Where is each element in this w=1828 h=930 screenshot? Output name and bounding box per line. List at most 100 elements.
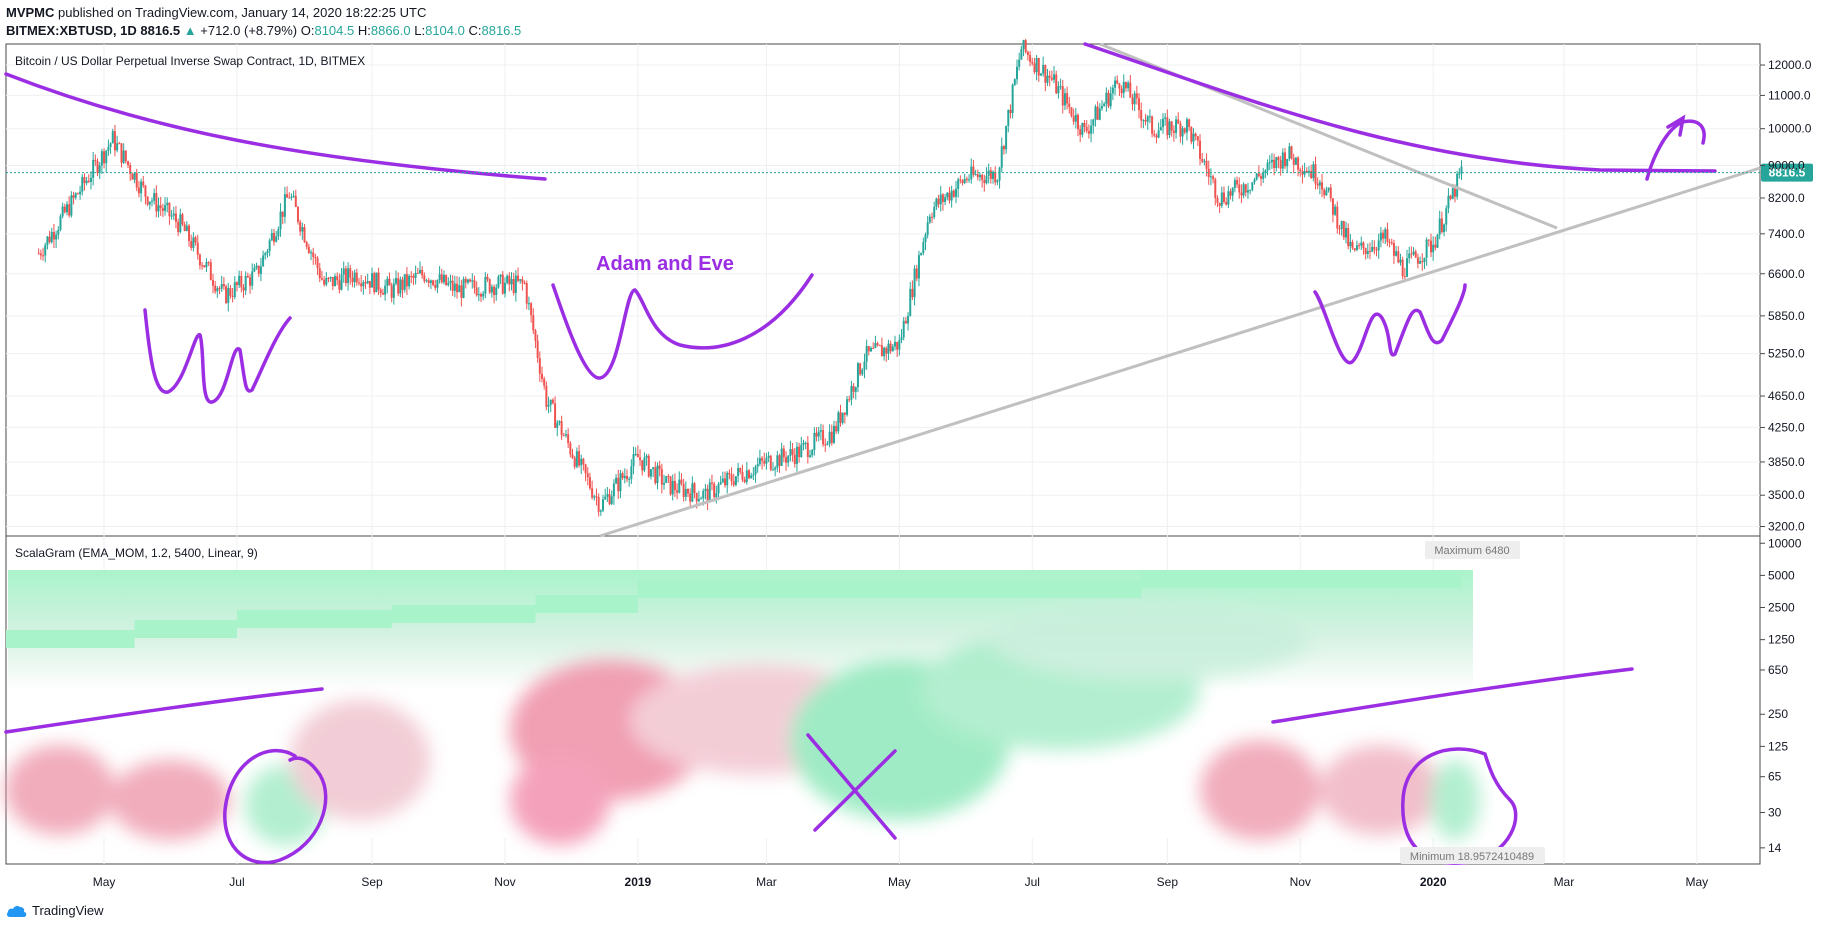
candle-body	[673, 480, 676, 491]
candle-body	[660, 468, 663, 485]
candle-body	[1194, 133, 1197, 137]
candle-body	[1044, 65, 1047, 83]
annotation-label[interactable]: Adam and Eve	[596, 253, 734, 275]
candle-body	[1212, 176, 1215, 180]
high-label: H:	[357, 23, 371, 38]
drawn-arrow-head[interactable]	[1666, 114, 1686, 137]
candle-body	[813, 432, 816, 451]
candle-body	[438, 274, 441, 281]
publisher-name[interactable]: MVPMC	[6, 5, 55, 20]
candle-body	[1129, 82, 1132, 98]
high-value: 8866.0	[370, 23, 411, 38]
drawn-w-right[interactable]	[1313, 283, 1467, 365]
candle-body	[249, 277, 252, 286]
candle-body	[680, 479, 683, 484]
drawn-arc-right[interactable]	[1083, 42, 1717, 173]
candle-body	[621, 473, 624, 479]
candle-body	[1090, 125, 1093, 134]
indicator-tick-label: 2500	[1768, 601, 1795, 615]
tradingview-logo[interactable]: TradingView	[6, 903, 104, 918]
candle-body	[996, 180, 999, 183]
candle-body	[1070, 107, 1073, 117]
candle-body	[50, 231, 53, 243]
drawn-x-stroke-2[interactable]	[813, 749, 897, 832]
candle-body	[153, 193, 156, 201]
candle-body	[129, 164, 132, 175]
candle-body	[896, 341, 899, 350]
candle-body	[105, 150, 108, 164]
candle-body	[1033, 63, 1036, 73]
candle-body	[425, 280, 428, 282]
candle-body	[312, 252, 315, 257]
candle-body	[116, 143, 119, 151]
price-tick-label: 4650.0	[1768, 389, 1805, 403]
annotation-drawings[interactable]	[4, 42, 1717, 404]
candle-body	[1183, 128, 1186, 133]
candle-body	[1257, 173, 1260, 177]
candle-body	[334, 276, 337, 287]
candle-body	[695, 493, 698, 502]
candle-body	[1222, 192, 1225, 202]
candle-body	[142, 181, 145, 186]
x-tick-label: May	[888, 875, 911, 889]
candle-body	[255, 265, 258, 268]
candle-body	[1020, 49, 1023, 60]
candle-body	[1373, 246, 1376, 250]
candle-body	[848, 399, 851, 401]
candle-body	[671, 480, 674, 495]
drawn-circle-left[interactable]	[223, 748, 328, 865]
candle-body	[1434, 244, 1437, 248]
candle-body	[1236, 180, 1239, 185]
candle-body	[111, 131, 114, 144]
candle-body	[1185, 119, 1188, 133]
candle-body	[1205, 160, 1208, 169]
candle-body	[1408, 253, 1411, 259]
candle-body	[159, 205, 162, 209]
candle-body	[567, 434, 570, 444]
candle-body	[477, 294, 480, 296]
drawn-w-left[interactable]	[143, 308, 292, 404]
candle-body	[246, 275, 249, 278]
drawn-adam-eve[interactable]	[551, 273, 814, 380]
candle-body	[935, 198, 938, 207]
candle-body	[81, 177, 84, 192]
candle-body	[1325, 190, 1328, 196]
candle-body	[859, 363, 862, 375]
candle-body	[408, 275, 411, 287]
candle-body	[1233, 180, 1236, 188]
candle-body	[473, 280, 476, 288]
symbol-label[interactable]: BITMEX:XBTUSD, 1D	[6, 23, 137, 38]
candle-body	[127, 161, 130, 165]
candle-body	[174, 213, 177, 222]
candle-body	[1061, 86, 1064, 106]
candle-body	[776, 455, 779, 468]
x-tick-label: Jul	[1025, 875, 1040, 889]
candle-body	[663, 482, 666, 485]
candle-body	[63, 206, 66, 213]
drawn-arc-left[interactable]	[4, 72, 547, 181]
candle-body	[915, 268, 918, 279]
candle-body	[1196, 136, 1199, 141]
candle-body	[512, 279, 515, 294]
horizontal-gridlines	[6, 64, 1760, 528]
candle-body	[1016, 66, 1019, 80]
candle-body	[399, 279, 402, 294]
candle-body	[61, 206, 64, 217]
drawn-line-left[interactable]	[4, 687, 324, 734]
candle-body	[1155, 135, 1158, 138]
candle-body	[519, 279, 522, 281]
candle-body	[499, 274, 502, 277]
drawn-line-right[interactable]	[1271, 667, 1634, 724]
drawn-x-stroke-1[interactable]	[806, 733, 897, 840]
candle-body	[1209, 176, 1212, 178]
candle-body	[1168, 121, 1171, 136]
candle-body	[87, 180, 90, 182]
candle-body	[839, 412, 842, 423]
open-value: 8104.5	[314, 23, 355, 38]
scalagram-heatmap	[5, 570, 1480, 845]
indicator-drawings[interactable]	[4, 667, 1634, 865]
trendline-support[interactable]	[599, 166, 1761, 538]
candle-body	[1116, 80, 1119, 84]
candle-body	[279, 211, 282, 230]
